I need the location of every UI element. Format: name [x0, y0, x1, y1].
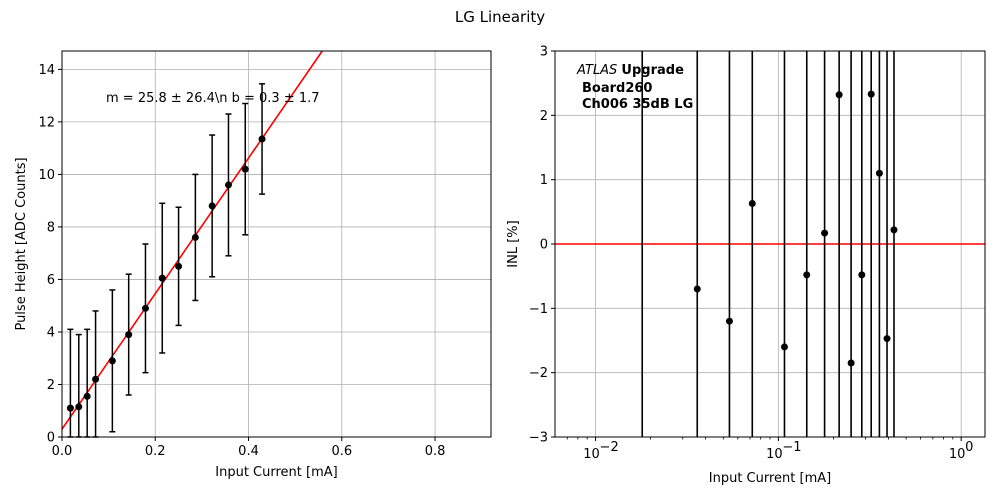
right-data-points: [641, 51, 898, 437]
data-point: [258, 135, 266, 143]
data-point: [835, 91, 843, 99]
data-point: [92, 375, 100, 383]
data-point: [821, 229, 829, 237]
data-point: [208, 202, 216, 210]
data-point: [83, 392, 91, 400]
right-channel-annotation: Ch006 35dB LG: [582, 97, 693, 112]
left-fit-annotation: m = 25.8 ± 26.4\n b = 0.3 ± 1.7: [106, 91, 320, 106]
right-y-tick-label: 2: [540, 109, 548, 124]
data-point: [748, 199, 756, 207]
left-y-tick-label: 6: [47, 273, 55, 288]
left-x-tick-label: 0.2: [145, 444, 166, 459]
right-x-tick-exponent: −1: [782, 440, 801, 455]
fit-line: [61, 50, 323, 430]
atlas-label: ATLAS: [576, 63, 617, 78]
data-point: [141, 304, 149, 312]
left-y-tick-label: 12: [38, 115, 55, 130]
data-point: [125, 331, 133, 339]
right-y-tick-label: −1: [529, 302, 548, 317]
data-point: [847, 359, 855, 367]
right-x-axis-label: Input Current [mA]: [709, 471, 831, 486]
left-gridlines: [61, 51, 491, 438]
left-x-tick-label: 0.8: [425, 444, 446, 459]
data-point: [224, 181, 232, 189]
left-y-tick-label: 4: [47, 325, 55, 340]
right-y-tick-label: 3: [540, 45, 548, 60]
left-fit-line-group: [61, 50, 323, 430]
data-point: [175, 262, 183, 270]
data-point: [883, 335, 891, 343]
left-data-points: [66, 83, 266, 438]
left-y-tick-label: 0: [47, 431, 55, 446]
upgrade-label: Upgrade: [621, 63, 684, 78]
data-point: [241, 165, 249, 173]
data-point: [858, 271, 866, 279]
left-x-tick-label: 0.0: [52, 444, 73, 459]
right-board-annotation: Board260: [582, 81, 652, 96]
right-x-tick-label: 10: [583, 447, 600, 462]
data-point: [75, 403, 83, 411]
right-x-tick-label: 10: [766, 447, 783, 462]
right-x-tick-exponent: −2: [600, 440, 619, 455]
left-x-tick-label: 0.6: [331, 444, 352, 459]
left-y-tick-label: 14: [38, 63, 55, 78]
left-y-tick-label: 8: [47, 220, 55, 235]
right-x-tick-label: 10: [949, 447, 966, 462]
right-y-tick-label: 1: [540, 173, 548, 188]
data-point: [158, 274, 166, 282]
data-point: [867, 90, 875, 98]
right-atlas-annotation-line1: ATLAS Upgrade: [576, 63, 684, 78]
right-axes-frame: [554, 50, 986, 438]
right-y-tick-label: −3: [529, 431, 548, 446]
data-point: [66, 404, 74, 412]
left-y-tick-label: 10: [38, 168, 55, 183]
left-chart-panel: 0.0 0.2 0.4 0.6 0.8 0 2 4 6 8 10 12 14 m = 25.8 ± 26…: [14, 50, 492, 480]
data-point: [890, 226, 898, 234]
left-axes-frame: [61, 50, 492, 438]
right-x-tick-exponent: 0: [965, 440, 973, 455]
figure-title: LG Linearity: [455, 8, 545, 26]
right-y-tick-label: 0: [540, 238, 548, 253]
left-x-tick-label: 0.4: [238, 444, 259, 459]
left-y-tick-label: 2: [47, 378, 55, 393]
data-point: [693, 285, 701, 293]
data-point: [108, 357, 116, 365]
data-point: [780, 343, 788, 351]
left-axis-ticks: 0.0 0.2 0.4 0.6 0.8 0 2 4 6 8 10 12 14: [38, 63, 445, 459]
data-point: [875, 169, 883, 177]
data-point: [191, 233, 199, 241]
right-y-axis-label: INL [%]: [506, 220, 521, 267]
left-y-axis-label: Pulse Height [ADC Counts]: [14, 157, 29, 330]
data-point: [803, 271, 811, 279]
data-point: [725, 317, 733, 325]
left-x-axis-label: Input Current [mA]: [215, 465, 337, 480]
right-y-tick-label: −2: [529, 366, 548, 381]
